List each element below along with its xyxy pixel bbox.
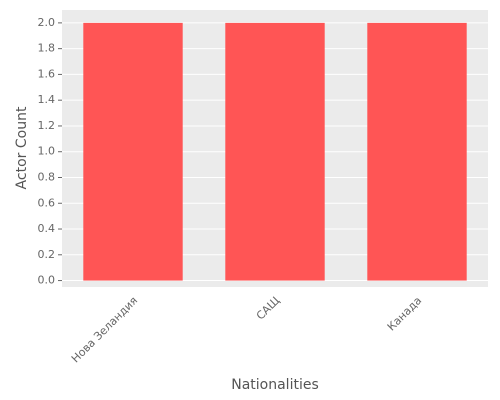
y-tick-label: 0.2 bbox=[38, 248, 56, 261]
y-axis-title: Actor Count bbox=[14, 106, 30, 189]
y-tick-label: 0.4 bbox=[38, 222, 56, 235]
bar bbox=[83, 22, 183, 281]
y-tick-label: 1.6 bbox=[38, 67, 56, 80]
y-tick-label: 1.4 bbox=[38, 93, 56, 106]
y-tick-label: 1.2 bbox=[38, 119, 56, 132]
x-tick-label: Нова Зеландия bbox=[69, 294, 140, 365]
y-tick-label: 1.8 bbox=[38, 42, 56, 55]
x-tick-label: САЩ bbox=[254, 294, 282, 322]
y-tick-label: 2.0 bbox=[38, 16, 56, 29]
y-tick-label: 1.0 bbox=[38, 145, 56, 158]
x-axis-title: Nationalities bbox=[231, 377, 319, 393]
y-tick-label: 0.6 bbox=[38, 196, 56, 209]
bar bbox=[225, 22, 325, 281]
y-tick-label: 0.0 bbox=[38, 274, 56, 287]
bar bbox=[367, 22, 467, 281]
x-tick-label: Канада bbox=[385, 294, 424, 333]
y-tick-label: 0.8 bbox=[38, 170, 56, 183]
